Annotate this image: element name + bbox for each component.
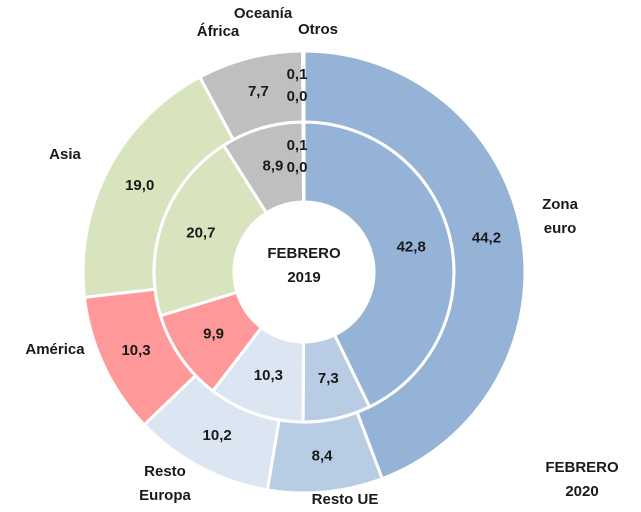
value-label: 10,3 [121,342,150,359]
value-label: 19,0 [125,177,154,194]
donut-slice [302,49,527,481]
inner-series-label: FEBRERO 2019 [267,245,341,286]
category-label: Resto Europa [139,463,191,504]
value-label: 8,9 [263,157,284,174]
category-label: América [25,341,85,358]
category-label: Zona euro [542,196,578,237]
category-label: Oceanía [233,5,293,22]
value-label: 42,8 [397,238,426,255]
value-label: 10,2 [203,427,232,444]
value-label: 20,7 [186,225,215,242]
value-label: 0,0 [287,159,308,176]
value-label: 8,4 [312,448,334,465]
value-label: 0,1 [287,137,308,154]
category-label: Otros [297,21,338,38]
value-label: 7,3 [318,370,339,387]
value-label: 9,9 [203,326,224,343]
category-label: África [196,23,240,40]
value-label: 7,7 [248,83,269,100]
value-label: 10,3 [254,367,283,384]
category-label: Asia [49,146,81,163]
value-label: 44,2 [472,230,501,247]
value-label: 0,0 [287,88,308,105]
category-label: Resto UE [311,491,379,508]
outer-series-label: FEBRERO 2020 [545,459,619,500]
donut-slice [301,49,306,124]
value-label: 0,1 [287,66,308,83]
